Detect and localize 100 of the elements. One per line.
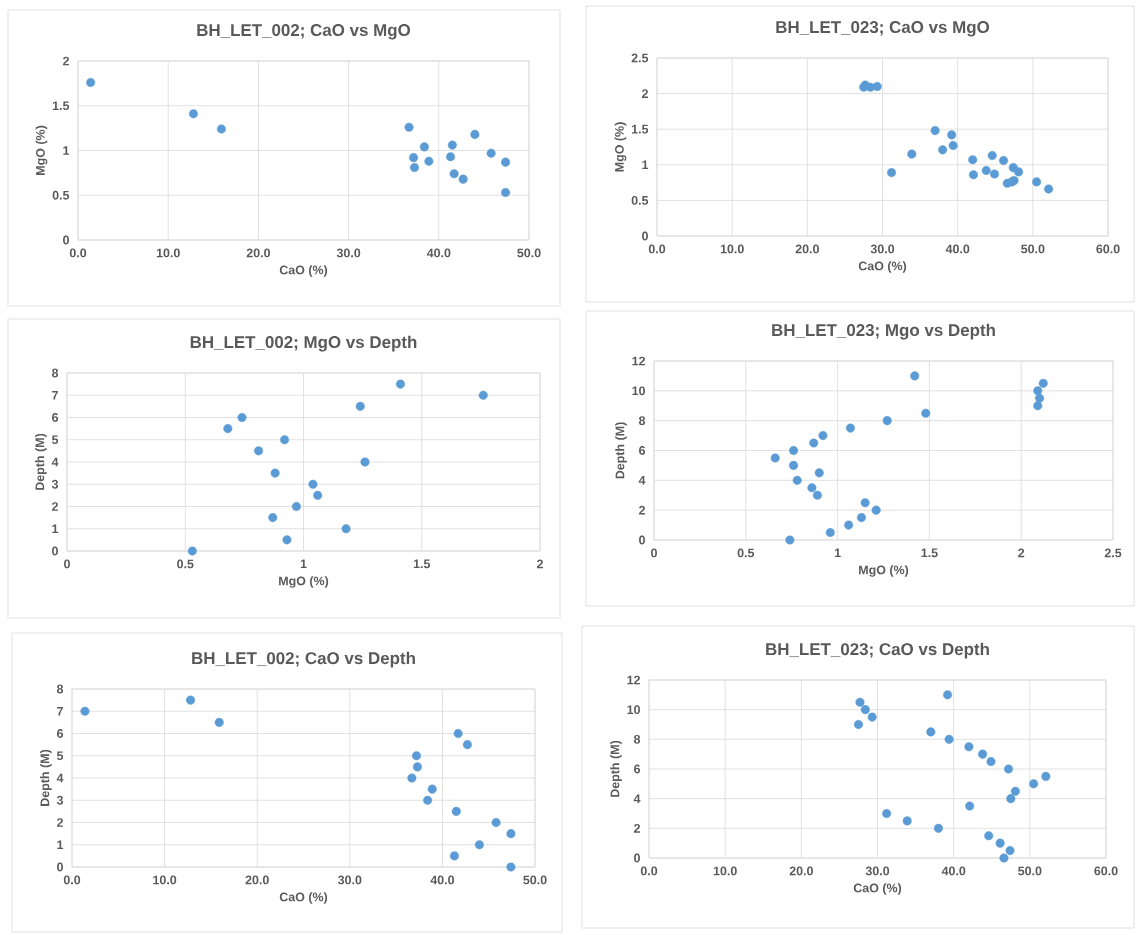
point (978, 749, 988, 759)
y-tick-label: 2 (56, 818, 63, 827)
y-tick-label: 8 (638, 416, 646, 426)
point (474, 840, 484, 850)
y-tick-label: 6 (57, 729, 64, 738)
point (860, 498, 870, 508)
point (501, 157, 511, 167)
y-tick-label: 10 (627, 705, 640, 715)
point (424, 156, 434, 166)
point (995, 838, 1005, 848)
y-tick-label: 6 (52, 413, 59, 422)
point (965, 801, 975, 811)
x-axis-title: MgO (%) (279, 576, 329, 588)
point (999, 156, 1009, 166)
point (1032, 177, 1042, 187)
chart-title: BH_LET_002; MgO vs Depth (190, 335, 417, 352)
x-tick-label: 2 (536, 559, 543, 569)
x-tick-label: 30.0 (337, 875, 362, 885)
point (853, 720, 863, 729)
point (964, 742, 974, 752)
point (1038, 378, 1048, 388)
y-tick-label: 2.5 (631, 53, 649, 63)
y-tick-label: 2 (51, 502, 58, 511)
point (921, 408, 931, 418)
x-tick-label: 0.0 (69, 248, 87, 258)
point (409, 163, 419, 172)
point (855, 697, 865, 707)
x-tick-label: 50.0 (523, 875, 547, 885)
y-tick-label: 0 (642, 231, 648, 241)
point (355, 401, 365, 411)
point (291, 502, 301, 511)
y-axis-title: Depth (M) (35, 433, 47, 490)
y-tick-label: 10 (632, 386, 645, 396)
y-tick-label: 1 (642, 160, 649, 170)
point (825, 528, 835, 538)
chart-title: BH_LET_002; CaO vs MgO (197, 24, 411, 40)
point (341, 524, 351, 534)
point (968, 155, 978, 165)
point (770, 453, 780, 463)
x-tick-label: 60.0 (1094, 866, 1118, 876)
point (427, 784, 437, 794)
point (470, 129, 480, 139)
y-tick-label: 0 (63, 235, 69, 245)
point (990, 169, 999, 179)
point (1004, 764, 1014, 774)
point (987, 151, 997, 161)
point (789, 460, 799, 470)
point (458, 174, 468, 184)
point (404, 122, 414, 132)
y-tick-label: 6 (634, 764, 641, 774)
x-axis-title: CaO (%) (279, 892, 328, 904)
x-tick-label: 30.0 (865, 866, 890, 876)
x-tick-label: 0.0 (640, 866, 658, 876)
x-tick-label: 20.0 (245, 875, 269, 885)
point (419, 142, 429, 152)
point (486, 148, 496, 158)
point (86, 77, 96, 87)
point (491, 818, 501, 827)
point (812, 490, 822, 500)
x-tick-label: 40.0 (426, 248, 451, 258)
point (860, 705, 870, 715)
x-tick-label: 0.5 (737, 548, 755, 558)
point (867, 712, 877, 722)
y-axis-title: MgO (%) (35, 125, 48, 175)
y-tick-label: 0 (634, 853, 640, 863)
point (947, 130, 957, 140)
point (447, 140, 457, 150)
y-tick-label: 3 (56, 795, 64, 805)
point (80, 706, 90, 716)
point (1033, 386, 1043, 396)
x-tick-label: 50.0 (1021, 244, 1045, 254)
point (449, 851, 459, 861)
point (449, 169, 459, 179)
point (446, 152, 456, 162)
x-tick-label: 1.5 (413, 559, 431, 569)
point (986, 757, 996, 767)
x-tick-label: 50.0 (517, 248, 541, 258)
y-axis-title: Depth (M) (615, 422, 627, 479)
point (910, 371, 920, 381)
y-tick-label: 12 (627, 675, 640, 685)
x-tick-label: 10.0 (156, 248, 180, 258)
point (360, 457, 370, 467)
y-tick-label: 4 (633, 794, 641, 803)
x-tick-label: 1 (300, 559, 307, 569)
x-tick-label: 1 (834, 548, 841, 558)
y-tick-label: 1 (63, 146, 70, 155)
point (789, 446, 799, 455)
point (981, 165, 991, 175)
point (792, 475, 802, 485)
x-axis-title: MgO (%) (859, 565, 909, 577)
y-tick-label: 1.5 (631, 124, 649, 134)
x-tick-label: 40.0 (945, 244, 970, 254)
y-tick-label: 0 (639, 535, 645, 545)
point (506, 829, 516, 839)
point (187, 546, 197, 556)
x-tick-label: 2.5 (1104, 548, 1122, 558)
y-tick-label: 1 (52, 524, 59, 534)
x-tick-label: 10.0 (713, 866, 737, 876)
point (270, 468, 280, 478)
point (462, 740, 472, 750)
